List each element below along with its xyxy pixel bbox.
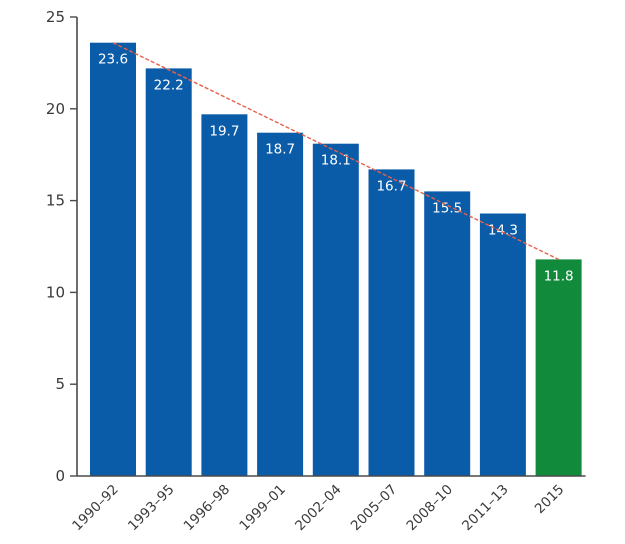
bar-2015 — [535, 259, 582, 476]
x-axis-ticks: 1990–92 1993–95 1996–98 1999–01 2002–04 2005–… — [69, 482, 567, 535]
data-label-1993–95: 22.2 — [154, 77, 184, 93]
y-tick-label-10: 10 — [46, 283, 65, 301]
trend-line — [112, 42, 559, 261]
data-label-2002–04: 18.1 — [321, 153, 351, 169]
y-tick-label-5: 5 — [55, 375, 65, 393]
bar-2002–04 — [312, 143, 359, 476]
data-label-2008–10: 15.5 — [432, 200, 462, 216]
data-label-2011–13: 14.3 — [488, 223, 518, 239]
y-tick-label-25: 25 — [46, 8, 65, 26]
data-label-2015: 11.8 — [544, 268, 574, 284]
y-axis-ticks: 0 5 10 15 20 25 — [46, 8, 77, 485]
x-tick-label-2002–04: 2002–04 — [292, 482, 345, 535]
data-labels: 23.6 22.2 19.7 18.7 18.1 16.7 15.5 14.3 11.8 — [98, 52, 574, 285]
data-label-1996–98: 19.7 — [209, 123, 239, 139]
x-tick-label-1996–98: 1996–98 — [181, 482, 234, 535]
bar-2008–10 — [424, 191, 471, 476]
bar-1990–92 — [90, 42, 136, 476]
x-tick-label-1999–01: 1999–01 — [236, 482, 289, 535]
bar-2005–07 — [368, 169, 415, 476]
axes — [76, 17, 586, 477]
x-tick-label-2011–13: 2011–13 — [459, 482, 512, 535]
y-tick-label-15: 15 — [46, 192, 65, 210]
x-tick-label-2008–10: 2008–10 — [403, 482, 456, 535]
bar-1993–95 — [145, 68, 192, 477]
x-tick-label-1993–95: 1993–95 — [125, 482, 178, 535]
bar-2011–13 — [479, 213, 526, 476]
bars — [90, 42, 582, 477]
y-tick-label-0: 0 — [55, 467, 65, 485]
y-tick-label-20: 20 — [46, 100, 65, 118]
x-tick-label-2015: 2015 — [532, 482, 568, 518]
data-label-1990–92: 23.6 — [98, 52, 128, 68]
trend-line-group — [112, 42, 559, 261]
x-tick-label-1990–92: 1990–92 — [69, 482, 122, 535]
bar-1996–98 — [201, 114, 248, 477]
x-tick-label-2005–07: 2005–07 — [348, 482, 401, 535]
data-label-2005–07: 16.7 — [376, 178, 406, 194]
bar-1999–01 — [257, 132, 304, 476]
data-label-1999–01: 18.7 — [265, 142, 295, 158]
